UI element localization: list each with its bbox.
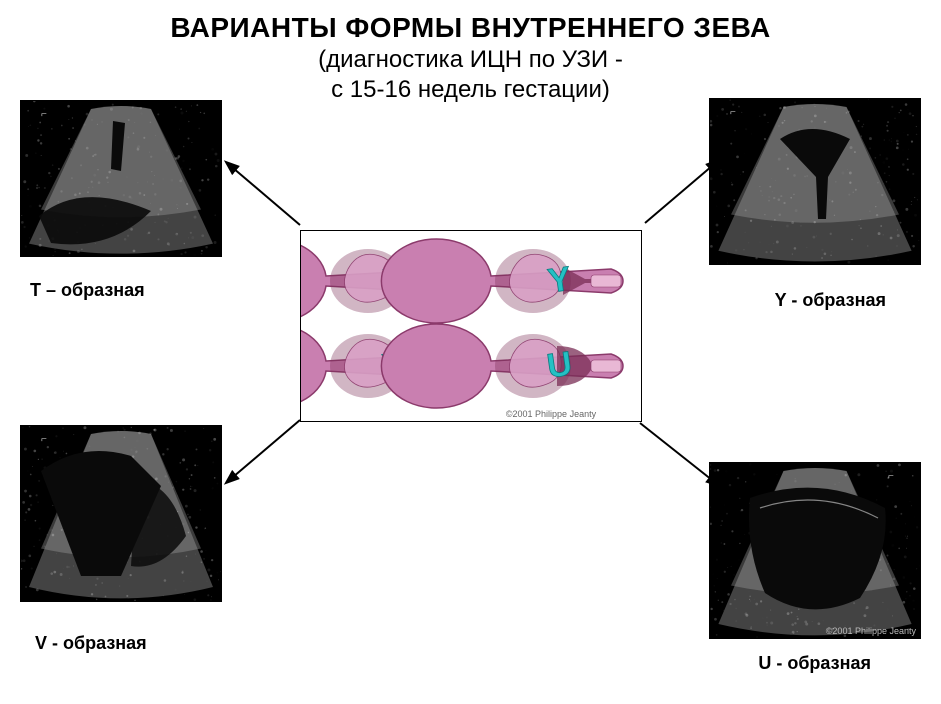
arrow-to-u [635, 418, 720, 488]
title-line-2: (диагностика ИЦН по УЗИ - [0, 46, 941, 74]
center-diagram: TYVU©2001 Philippe Jeanty [300, 230, 642, 422]
watermark-copyright: ©2001 Philippe Jeanty [826, 626, 916, 636]
caption-y-shape: Y - образная [775, 290, 886, 311]
ultrasound-u-shape: ⌐ ©2001 Philippe Jeanty [709, 462, 921, 639]
svg-text:Y: Y [546, 260, 574, 301]
slide: ВАРИАНТЫ ФОРМЫ ВНУТРЕННЕГО ЗЕВА (диагнос… [0, 0, 941, 704]
caption-u-shape: U - образная [758, 653, 871, 674]
svg-text:⌐: ⌐ [41, 109, 47, 120]
ultrasound-v-shape: ⌐ [20, 425, 222, 602]
slide-title: ВАРИАНТЫ ФОРМЫ ВНУТРЕННЕГО ЗЕВА (диагнос… [0, 12, 941, 104]
arrow-to-t [225, 160, 305, 230]
arrow-to-v [225, 415, 305, 485]
svg-text:U: U [545, 345, 575, 386]
svg-text:⌐: ⌐ [41, 434, 47, 445]
title-line-1: ВАРИАНТЫ ФОРМЫ ВНУТРЕННЕГО ЗЕВА [0, 12, 941, 44]
svg-text:©2001 Philippe Jeanty: ©2001 Philippe Jeanty [506, 409, 597, 419]
caption-v-shape: V - образная [35, 633, 147, 654]
svg-text:⌐: ⌐ [888, 471, 894, 482]
svg-text:⌐: ⌐ [730, 107, 736, 118]
arrow-to-y [640, 158, 720, 228]
ultrasound-t-shape: ⌐ [20, 100, 222, 257]
ultrasound-y-shape: ⌐ [709, 98, 921, 265]
caption-t-shape: Т – образная [30, 280, 145, 301]
